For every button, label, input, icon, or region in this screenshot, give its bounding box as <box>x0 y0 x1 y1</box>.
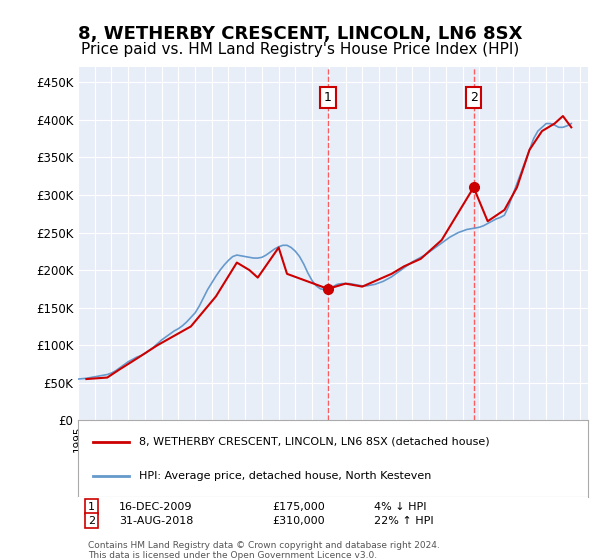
Text: Price paid vs. HM Land Registry's House Price Index (HPI): Price paid vs. HM Land Registry's House … <box>81 42 519 57</box>
Text: 2: 2 <box>470 91 478 104</box>
Text: 8, WETHERBY CRESCENT, LINCOLN, LN6 8SX: 8, WETHERBY CRESCENT, LINCOLN, LN6 8SX <box>78 25 522 43</box>
Text: HPI: Average price, detached house, North Kesteven: HPI: Average price, detached house, Nort… <box>139 471 431 481</box>
Text: £175,000: £175,000 <box>272 502 325 512</box>
Text: 2: 2 <box>88 516 95 525</box>
Text: 16-DEC-2009: 16-DEC-2009 <box>119 502 193 512</box>
Text: 1: 1 <box>324 91 332 104</box>
Text: £310,000: £310,000 <box>272 516 325 525</box>
Text: 31-AUG-2018: 31-AUG-2018 <box>119 516 193 525</box>
Text: 4% ↓ HPI: 4% ↓ HPI <box>374 502 426 512</box>
Text: 22% ↑ HPI: 22% ↑ HPI <box>374 516 433 525</box>
Text: 1: 1 <box>88 502 95 512</box>
Text: 8, WETHERBY CRESCENT, LINCOLN, LN6 8SX (detached house): 8, WETHERBY CRESCENT, LINCOLN, LN6 8SX (… <box>139 437 490 447</box>
Text: Contains HM Land Registry data © Crown copyright and database right 2024.
This d: Contains HM Land Registry data © Crown c… <box>88 541 440 560</box>
